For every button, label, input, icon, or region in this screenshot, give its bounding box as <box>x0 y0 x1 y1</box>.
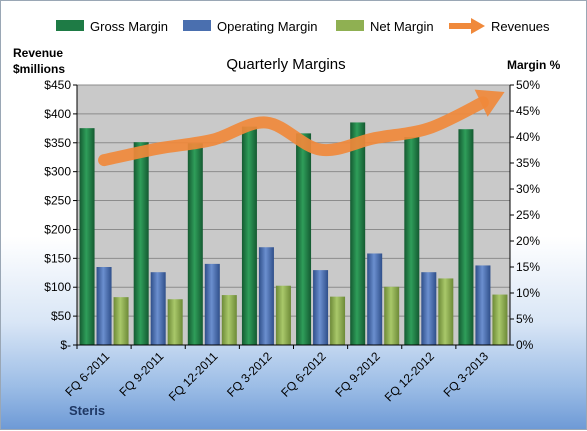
bar-operating-margin <box>205 264 220 345</box>
right-tick-label: 25% <box>516 208 540 222</box>
bar-net-margin <box>276 286 291 345</box>
left-tick-label: $350 <box>44 136 71 150</box>
right-axis-title: Margin % <box>507 58 561 72</box>
legend-label-net-margin: Net Margin <box>370 19 434 34</box>
bar-gross-margin <box>188 143 203 345</box>
bar-gross-margin <box>80 128 95 345</box>
right-tick-label: 30% <box>516 182 540 196</box>
bar-net-margin <box>330 297 345 345</box>
bar-gross-margin <box>134 142 149 345</box>
left-tick-label: $250 <box>44 194 71 208</box>
bar-operating-margin <box>313 270 328 345</box>
left-tick-label: $200 <box>44 222 71 236</box>
x-tick-label: FQ 6-2011 <box>62 349 112 399</box>
left-tick-label: $150 <box>44 251 71 265</box>
x-tick-label: FQ 9-2011 <box>116 349 166 399</box>
left-axis-title-line2: $millions <box>13 62 65 76</box>
right-tick-label: 50% <box>516 78 540 92</box>
bar-net-margin <box>492 295 507 345</box>
x-tick-label: FQ 9-2012 <box>332 349 383 400</box>
legend-swatch-gross-margin <box>56 20 84 31</box>
bar-gross-margin <box>296 133 311 345</box>
chart-title: Quarterly Margins <box>226 56 345 73</box>
legend: Gross Margin Operating Margin Net Margin… <box>56 18 550 34</box>
right-tick-label: 0% <box>516 338 534 352</box>
left-tick-label: $50 <box>51 309 71 323</box>
right-tick-label: 35% <box>516 156 540 170</box>
bar-gross-margin <box>458 129 473 345</box>
left-axis-title-line1: Revenue <box>13 46 63 60</box>
x-tick-label: FQ 3-2013 <box>441 349 492 400</box>
x-tick-label: FQ 12-2011 <box>166 349 221 404</box>
left-tick-label: $100 <box>44 280 71 294</box>
left-tick-label: $300 <box>44 165 71 179</box>
bar-gross-margin <box>404 137 419 345</box>
bar-operating-margin <box>421 272 436 345</box>
bar-operating-margin <box>151 272 166 345</box>
legend-label-operating-margin: Operating Margin <box>217 19 317 34</box>
left-tick-label: $450 <box>44 78 71 92</box>
legend-swatch-revenues <box>449 18 485 34</box>
bar-gross-margin <box>242 127 257 345</box>
left-tick-label: $400 <box>44 107 71 121</box>
left-tick-label: $- <box>60 338 71 352</box>
bar-gross-margin <box>350 122 365 345</box>
legend-label-revenues: Revenues <box>491 19 550 34</box>
right-tick-label: 45% <box>516 104 540 118</box>
bar-net-margin <box>114 297 129 345</box>
bar-net-margin <box>438 278 453 345</box>
x-tick-label: FQ 3-2012 <box>224 349 275 400</box>
legend-swatch-net-margin <box>336 20 364 31</box>
x-tick-label: FQ 6-2012 <box>278 349 329 400</box>
bar-net-margin <box>168 299 183 345</box>
right-tick-label: 40% <box>516 130 540 144</box>
right-tick-label: 5% <box>516 312 534 326</box>
bar-operating-margin <box>367 253 382 345</box>
legend-swatch-operating-margin <box>183 20 211 31</box>
footer-label: Steris <box>69 403 105 418</box>
x-tick-label: FQ 12-2012 <box>382 349 437 404</box>
right-tick-label: 10% <box>516 286 540 300</box>
legend-label-gross-margin: Gross Margin <box>90 19 168 34</box>
bar-operating-margin <box>475 265 490 345</box>
bar-operating-margin <box>259 247 274 345</box>
bar-net-margin <box>222 295 237 345</box>
bar-operating-margin <box>97 267 112 345</box>
bar-net-margin <box>384 287 399 345</box>
right-tick-label: 20% <box>516 234 540 248</box>
right-tick-label: 15% <box>516 260 540 274</box>
